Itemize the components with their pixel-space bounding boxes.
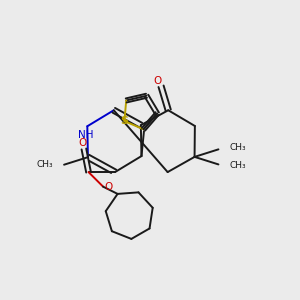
- Text: S: S: [120, 116, 128, 126]
- Text: CH₃: CH₃: [230, 143, 246, 152]
- Text: O: O: [78, 138, 87, 148]
- Text: CH₃: CH₃: [230, 161, 246, 170]
- Text: NH: NH: [78, 130, 94, 140]
- Text: O: O: [153, 76, 162, 86]
- Text: O: O: [104, 182, 112, 192]
- Text: CH₃: CH₃: [36, 160, 53, 169]
